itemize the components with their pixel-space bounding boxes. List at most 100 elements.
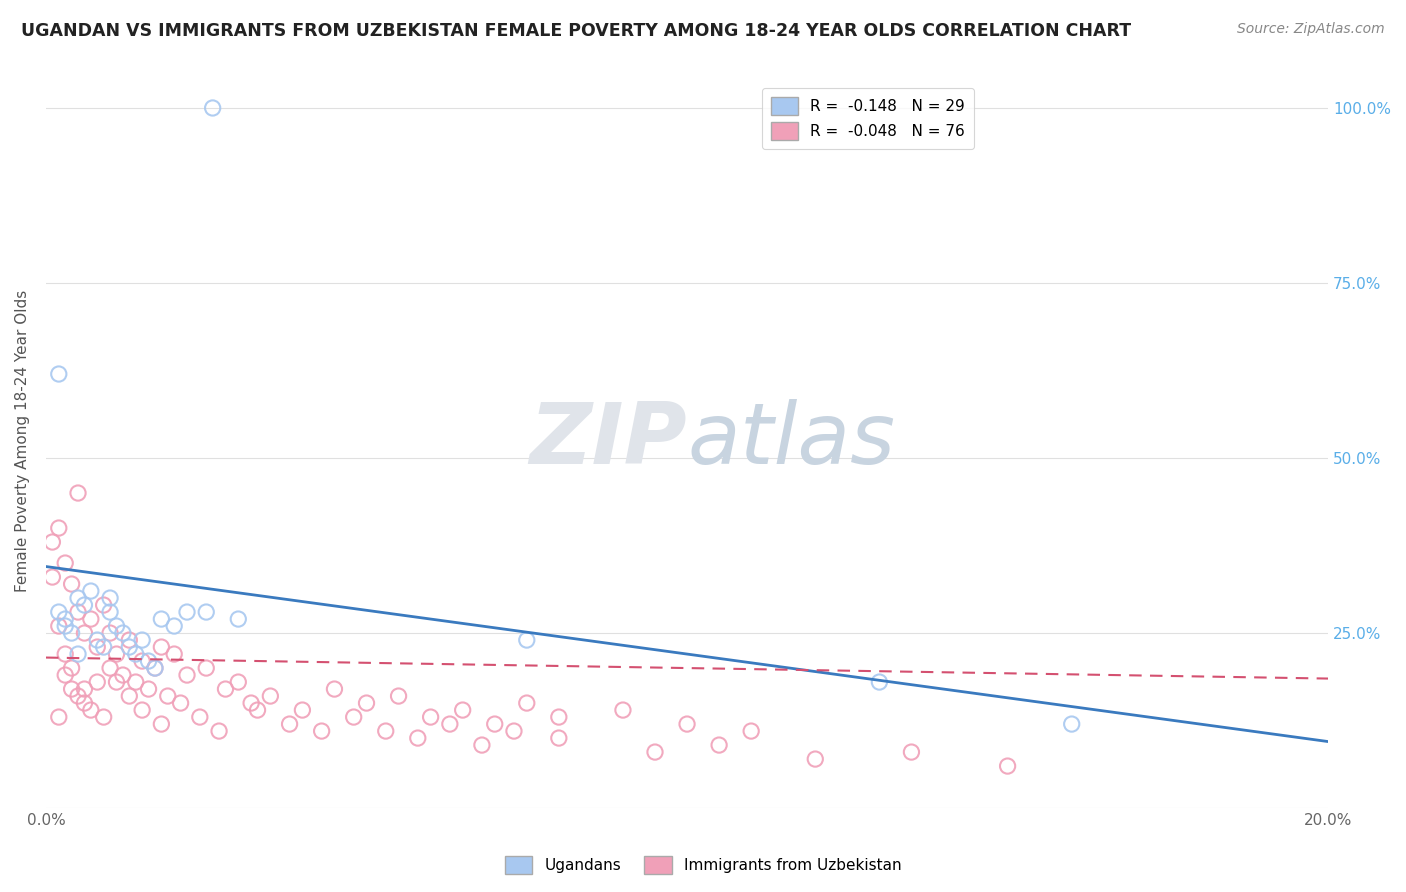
Point	[66, 605, 89, 619]
Point	[226, 612, 249, 626]
Point	[246, 703, 269, 717]
Point	[201, 101, 224, 115]
Point	[169, 696, 191, 710]
Point	[374, 724, 396, 739]
Point	[143, 661, 166, 675]
Point	[516, 633, 538, 648]
Point	[105, 675, 128, 690]
Point	[53, 619, 76, 633]
Point	[86, 633, 108, 648]
Point	[73, 696, 96, 710]
Point	[105, 619, 128, 633]
Point	[48, 521, 70, 535]
Point	[195, 605, 218, 619]
Point	[60, 626, 83, 640]
Point	[66, 486, 89, 500]
Point	[41, 570, 63, 584]
Point	[740, 724, 762, 739]
Point	[471, 738, 494, 752]
Point	[150, 717, 173, 731]
Point	[900, 745, 922, 759]
Point	[676, 717, 699, 731]
Point	[547, 731, 569, 745]
Point	[516, 696, 538, 710]
Point	[80, 612, 103, 626]
Point	[226, 675, 249, 690]
Point	[868, 675, 890, 690]
Point	[163, 647, 186, 661]
Point	[208, 724, 231, 739]
Text: ZIP: ZIP	[530, 399, 688, 482]
Point	[214, 681, 236, 696]
Point	[118, 689, 141, 703]
Point	[612, 703, 634, 717]
Point	[111, 668, 134, 682]
Point	[997, 759, 1019, 773]
Point	[66, 647, 89, 661]
Point	[98, 626, 121, 640]
Point	[150, 640, 173, 654]
Point	[1060, 717, 1083, 731]
Point	[98, 661, 121, 675]
Point	[419, 710, 441, 724]
Point	[125, 647, 148, 661]
Point	[503, 724, 526, 739]
Point	[156, 689, 179, 703]
Point	[48, 619, 70, 633]
Point	[176, 668, 198, 682]
Point	[66, 591, 89, 605]
Point	[195, 661, 218, 675]
Point	[176, 605, 198, 619]
Point	[80, 584, 103, 599]
Point	[343, 710, 366, 724]
Point	[143, 661, 166, 675]
Point	[53, 668, 76, 682]
Point	[118, 633, 141, 648]
Point	[131, 703, 153, 717]
Point	[41, 535, 63, 549]
Point	[188, 710, 211, 724]
Point	[53, 647, 76, 661]
Point	[80, 703, 103, 717]
Point	[278, 717, 301, 731]
Point	[98, 605, 121, 619]
Point	[111, 626, 134, 640]
Point	[98, 591, 121, 605]
Point	[387, 689, 409, 703]
Point	[804, 752, 827, 766]
Point	[48, 605, 70, 619]
Point	[131, 654, 153, 668]
Point	[150, 612, 173, 626]
Point	[73, 681, 96, 696]
Point	[644, 745, 666, 759]
Point	[131, 633, 153, 648]
Point	[138, 681, 160, 696]
Point	[53, 556, 76, 570]
Point	[163, 619, 186, 633]
Point	[547, 710, 569, 724]
Y-axis label: Female Poverty Among 18-24 Year Olds: Female Poverty Among 18-24 Year Olds	[15, 289, 30, 591]
Point	[86, 640, 108, 654]
Point	[451, 703, 474, 717]
Point	[484, 717, 506, 731]
Point	[323, 681, 346, 696]
Point	[259, 689, 281, 703]
Point	[86, 675, 108, 690]
Point	[73, 626, 96, 640]
Text: UGANDAN VS IMMIGRANTS FROM UZBEKISTAN FEMALE POVERTY AMONG 18-24 YEAR OLDS CORRE: UGANDAN VS IMMIGRANTS FROM UZBEKISTAN FE…	[21, 22, 1132, 40]
Point	[93, 598, 115, 612]
Point	[356, 696, 378, 710]
Point	[66, 689, 89, 703]
Text: atlas: atlas	[688, 399, 896, 482]
Point	[53, 612, 76, 626]
Point	[291, 703, 314, 717]
Legend: R =  -0.148   N = 29, R =  -0.048   N = 76: R = -0.148 N = 29, R = -0.048 N = 76	[762, 88, 974, 149]
Point	[406, 731, 429, 745]
Point	[93, 710, 115, 724]
Point	[48, 367, 70, 381]
Point	[311, 724, 333, 739]
Point	[60, 577, 83, 591]
Point	[125, 675, 148, 690]
Point	[93, 640, 115, 654]
Point	[73, 598, 96, 612]
